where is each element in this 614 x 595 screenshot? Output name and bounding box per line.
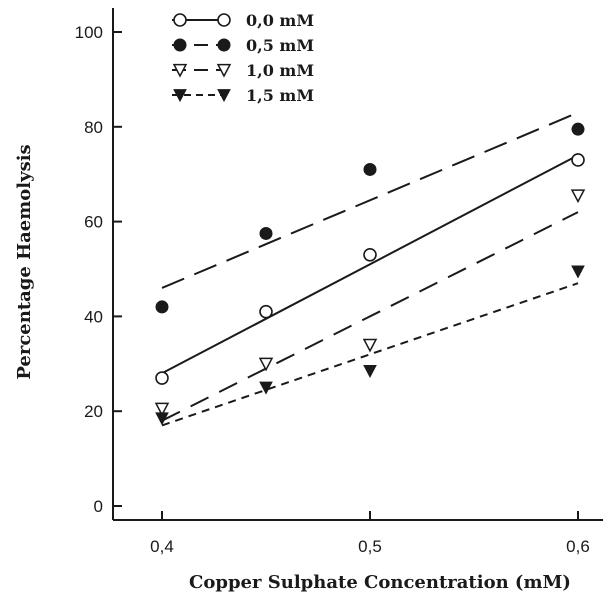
y-tick-label: 20 — [84, 402, 103, 421]
y-tick-label: 60 — [84, 213, 103, 232]
data-point-series-2 — [362, 338, 378, 353]
x-axis-title: Copper Sulphate Concentration (mM) — [189, 572, 571, 593]
legend-marker — [217, 13, 231, 27]
fit-line-series-2 — [161, 211, 579, 422]
legend-marker — [172, 63, 188, 78]
legend-marker — [173, 38, 187, 52]
data-point-series-2 — [258, 357, 274, 372]
legend-marker — [217, 89, 231, 103]
data-point-series-1 — [571, 122, 585, 136]
data-point-series-0 — [155, 371, 169, 385]
data-point-series-3 — [155, 412, 169, 426]
legend-label: 1,5 mM — [246, 86, 314, 105]
data-points — [154, 122, 586, 426]
legend-label: 0,0 mM — [246, 11, 314, 30]
axes: 0 20 40 60 80 100 0,4 0,5 0,6 — [75, 8, 603, 556]
fit-line-series-1 — [161, 111, 579, 289]
legend: 0,0 mM 0,5 mM 1,0 mM 1,5 mM — [172, 11, 314, 105]
legend-marker — [173, 89, 187, 103]
x-tick-label: 0,5 — [358, 537, 382, 556]
fit-line-series-3 — [161, 282, 579, 427]
data-point-series-0 — [363, 247, 377, 262]
data-point-series-1 — [363, 162, 377, 176]
data-point-series-2 — [570, 189, 586, 204]
data-point-series-3 — [571, 265, 585, 279]
legend-label: 0,5 mM — [246, 36, 314, 55]
y-tick-label: 80 — [84, 118, 103, 137]
legend-marker — [173, 13, 187, 27]
data-point-series-0 — [571, 153, 585, 167]
data-point-series-3 — [259, 381, 273, 395]
y-tick-label: 40 — [84, 307, 103, 326]
fit-lines — [161, 111, 579, 427]
y-tick-label: 100 — [75, 23, 103, 42]
y-axis-title: Percentage Haemolysis — [14, 144, 35, 379]
data-point-series-3 — [363, 365, 377, 378]
data-point-series-0 — [259, 304, 273, 319]
data-point-series-1 — [155, 300, 169, 314]
legend-marker — [217, 38, 231, 52]
x-tick-label: 0,4 — [150, 537, 174, 556]
fit-line-series-0 — [161, 154, 579, 375]
legend-label: 1,0 mM — [246, 61, 314, 80]
data-point-series-2 — [154, 402, 170, 417]
legend-marker — [216, 63, 232, 78]
y-tick-label: 0 — [94, 497, 103, 516]
x-tick-label: 0,6 — [566, 537, 590, 556]
data-point-series-1 — [259, 226, 273, 240]
